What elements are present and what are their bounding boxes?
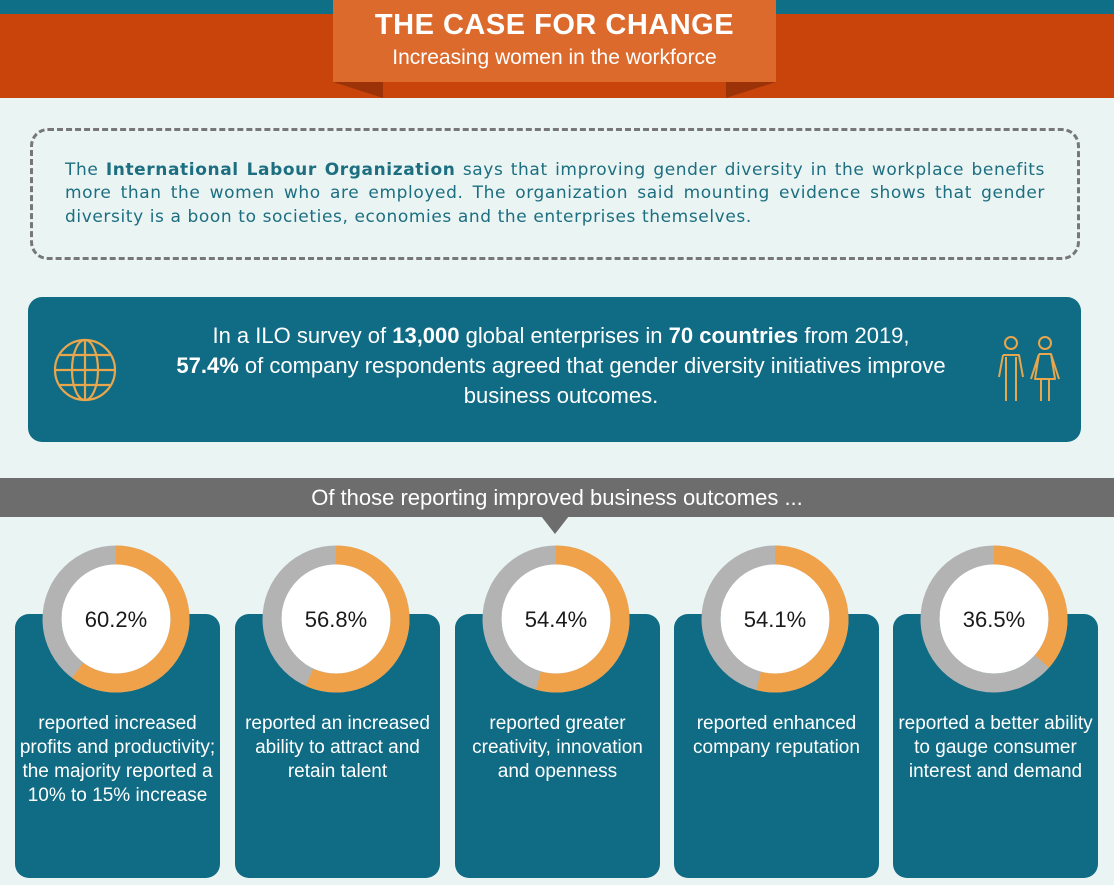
stat-card-text: reported increased profits and productiv… bbox=[19, 713, 216, 806]
banner-pointer bbox=[541, 516, 569, 534]
donut-chart: 54.4% bbox=[482, 545, 630, 693]
donut-chart: 54.1% bbox=[701, 545, 849, 693]
title-ribbon: THE CASE FOR CHANGE Increasing women in … bbox=[333, 0, 776, 82]
ribbon-fold-left bbox=[333, 82, 383, 98]
donut-center bbox=[720, 564, 830, 674]
globe-icon bbox=[53, 338, 117, 402]
stat-card: reported an increased ability to attract… bbox=[235, 614, 440, 878]
stat-card-text: reported enhanced company reputation bbox=[693, 713, 860, 758]
survey-text-part1: In a ILO survey of bbox=[212, 323, 393, 348]
donut-center bbox=[501, 564, 611, 674]
donut-center bbox=[281, 564, 391, 674]
page-title: THE CASE FOR CHANGE bbox=[374, 9, 735, 41]
survey-box: In a ILO survey of 13,000 global enterpr… bbox=[28, 297, 1081, 442]
donut-chart: 56.8% bbox=[262, 545, 410, 693]
donut-center bbox=[61, 564, 171, 674]
donut-value-label: 60.2% bbox=[85, 607, 147, 632]
survey-enterprises: 13,000 bbox=[392, 323, 460, 348]
section-banner: Of those reporting improved business out… bbox=[0, 478, 1114, 517]
stat-card-text: reported an increased ability to attract… bbox=[245, 713, 430, 782]
donut-value-arc bbox=[701, 545, 849, 693]
page-subtitle: Increasing women in the workforce bbox=[392, 46, 717, 69]
donut-chart: 60.2% bbox=[42, 545, 190, 693]
donut-value-label: 36.5% bbox=[963, 607, 1025, 632]
donut-value-arc bbox=[42, 545, 190, 693]
survey-text: In a ILO survey of 13,000 global enterpr… bbox=[136, 321, 986, 411]
survey-text-part2: global enterprises in bbox=[459, 323, 669, 348]
donut-value-arc bbox=[482, 545, 630, 693]
intro-text-before: The bbox=[65, 159, 106, 180]
intro-org-name: International Labour Organization bbox=[105, 159, 456, 180]
stat-card-text: reported greater creativity, innovation … bbox=[472, 713, 643, 782]
intro-text-after: says that improving gender diversity in … bbox=[65, 159, 1046, 227]
people-icon bbox=[998, 336, 1060, 401]
donut-value-label: 54.4% bbox=[525, 607, 587, 632]
donut-value-label: 54.1% bbox=[744, 607, 806, 632]
donut-value-label: 56.8% bbox=[305, 607, 367, 632]
survey-percent: 57.4% bbox=[176, 353, 239, 378]
donut-chart: 36.5% bbox=[920, 545, 1068, 693]
donut-value-arc bbox=[920, 545, 1068, 693]
stat-card: reported a better ability to gauge consu… bbox=[893, 614, 1098, 878]
stat-card-text: reported a better ability to gauge consu… bbox=[898, 713, 1093, 782]
survey-countries: 70 countries bbox=[668, 323, 799, 348]
donut-value-arc bbox=[262, 545, 410, 693]
survey-text-part3: from 2019, bbox=[798, 323, 910, 348]
donut-center bbox=[939, 564, 1049, 674]
intro-box: The International Labour Organization sa… bbox=[30, 128, 1080, 260]
intro-text: The International Labour Organization sa… bbox=[65, 159, 1045, 230]
survey-text-part4: of company respondents agreed that gende… bbox=[238, 353, 946, 408]
ribbon-fold-right bbox=[726, 82, 776, 98]
